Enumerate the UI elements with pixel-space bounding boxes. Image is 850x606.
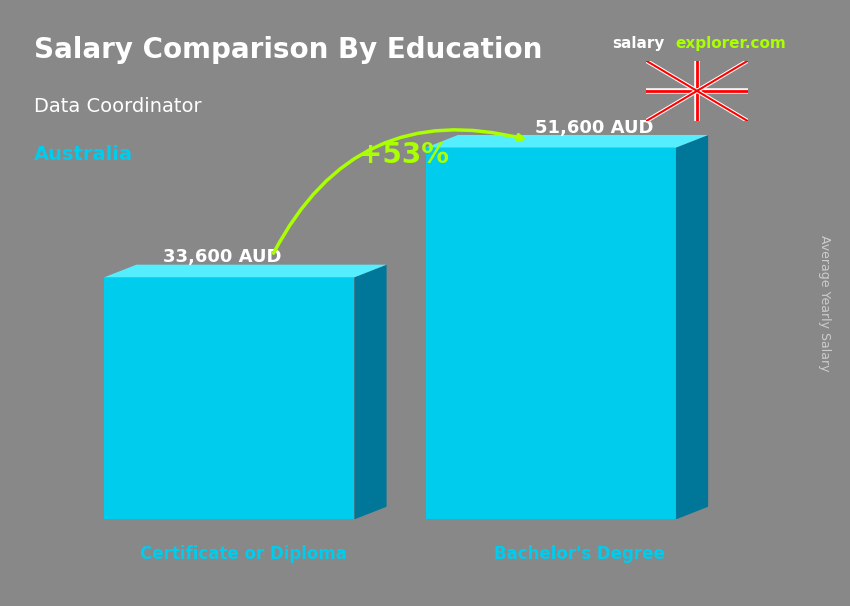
- Polygon shape: [426, 148, 676, 519]
- Text: 33,600 AUD: 33,600 AUD: [163, 248, 281, 267]
- Text: Salary Comparison By Education: Salary Comparison By Education: [34, 36, 542, 64]
- Text: +53%: +53%: [360, 141, 450, 169]
- Text: 51,600 AUD: 51,600 AUD: [535, 119, 653, 137]
- Polygon shape: [354, 265, 387, 519]
- Text: Certificate or Diploma: Certificate or Diploma: [140, 545, 347, 562]
- Polygon shape: [105, 278, 354, 519]
- Text: salary: salary: [612, 36, 665, 52]
- Polygon shape: [426, 135, 708, 148]
- Text: Data Coordinator: Data Coordinator: [34, 97, 201, 116]
- Text: Average Yearly Salary: Average Yearly Salary: [818, 235, 831, 371]
- Polygon shape: [676, 135, 708, 519]
- Text: explorer.com: explorer.com: [676, 36, 786, 52]
- Polygon shape: [105, 265, 387, 278]
- Text: Australia: Australia: [34, 145, 133, 164]
- Text: Bachelor's Degree: Bachelor's Degree: [494, 545, 665, 562]
